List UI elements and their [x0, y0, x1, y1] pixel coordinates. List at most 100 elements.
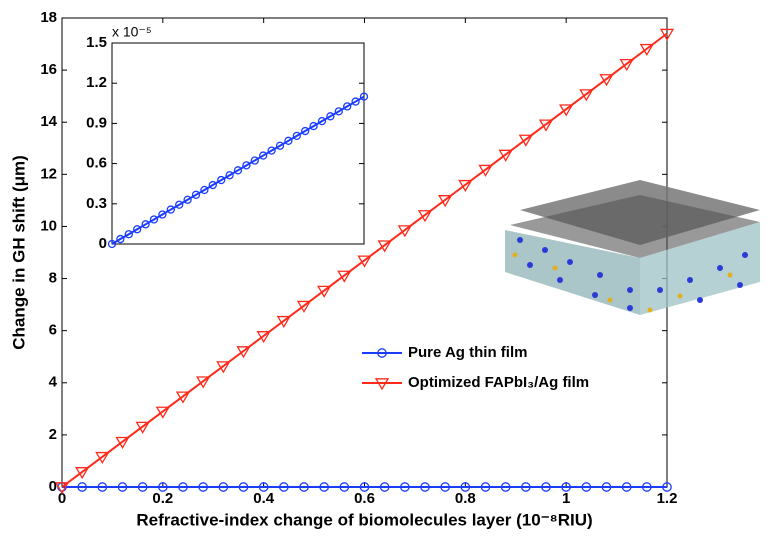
marker: [301, 126, 310, 136]
x-tick-label: 0.2: [152, 490, 173, 507]
marker: [116, 234, 125, 244]
marker: [267, 146, 276, 155]
marker: [579, 89, 594, 102]
marker: [178, 482, 188, 492]
marker: [374, 378, 390, 391]
marker: [198, 482, 209, 492]
marker: [480, 482, 491, 492]
y-tick-label: 4: [49, 374, 58, 391]
marker: [379, 482, 390, 492]
x-tick-label: 0: [58, 490, 66, 507]
marker: [417, 210, 433, 223]
y-tick-label: 16: [40, 61, 57, 78]
marker: [377, 240, 392, 253]
x-axis-label: Refractive-index change of biomolecules …: [136, 510, 592, 529]
x-tick-label: 0.6: [354, 490, 375, 507]
marker: [133, 225, 142, 234]
y-tick-label: 1.5: [86, 34, 107, 51]
marker: [299, 482, 309, 492]
marker: [351, 97, 360, 106]
marker: [233, 166, 243, 175]
marker: [498, 149, 513, 162]
marker: [284, 136, 293, 145]
marker: [296, 300, 312, 313]
marker: [440, 482, 451, 492]
marker: [175, 200, 184, 209]
marker: [250, 156, 259, 165]
y-tick-label: 1.2: [86, 74, 107, 91]
marker: [559, 104, 574, 117]
marker: [225, 171, 234, 180]
y-tick-label: 0.3: [86, 195, 107, 212]
marker: [317, 285, 332, 298]
marker: [292, 131, 301, 141]
marker: [158, 210, 167, 219]
marker: [238, 482, 249, 492]
marker: [309, 121, 318, 131]
marker: [54, 482, 70, 495]
marker: [581, 482, 592, 492]
marker: [438, 195, 453, 208]
marker: [339, 482, 350, 492]
x-tick-label: 1: [562, 490, 570, 507]
marker: [278, 482, 289, 492]
marker: [97, 482, 108, 492]
marker: [621, 482, 632, 492]
marker: [639, 43, 654, 57]
marker: [200, 185, 209, 195]
marker: [500, 482, 511, 492]
y-tick-label: 10: [40, 217, 57, 234]
marker: [478, 164, 493, 177]
marker: [460, 482, 471, 492]
marker: [135, 421, 150, 434]
marker: [662, 482, 672, 492]
marker: [77, 482, 88, 492]
y-tick-label: 14: [40, 113, 57, 130]
marker: [641, 482, 652, 492]
marker: [117, 482, 128, 492]
marker: [399, 482, 410, 492]
marker: [124, 230, 133, 239]
marker: [317, 116, 327, 126]
marker: [275, 141, 285, 150]
series-line: [61, 32, 668, 488]
marker: [601, 482, 612, 492]
plot-area: [111, 42, 365, 245]
marker: [599, 74, 614, 87]
marker: [196, 376, 211, 389]
y-tick-label: 12: [40, 165, 57, 182]
marker: [183, 195, 192, 204]
y-tick-label: 8: [49, 270, 57, 287]
marker: [258, 482, 269, 492]
marker: [166, 205, 175, 214]
y-tick-label: 18: [40, 9, 57, 26]
y-tick-label: 6: [49, 322, 57, 339]
marker: [75, 467, 90, 480]
marker: [520, 482, 531, 492]
marker: [319, 482, 330, 492]
marker: [236, 346, 251, 359]
y-tick-label: 0: [99, 235, 107, 252]
x-tick-label: 0.4: [253, 490, 275, 507]
marker: [337, 270, 352, 283]
marker: [141, 220, 150, 229]
series-line: [111, 95, 365, 245]
marker: [218, 482, 229, 492]
marker: [115, 436, 130, 449]
marker: [149, 215, 159, 224]
y-tick-label: 0.9: [86, 114, 107, 131]
marker: [216, 361, 231, 374]
y-tick-label: 2: [49, 426, 57, 443]
legend-label: Optimized FAPbI₃/Ag film: [408, 374, 589, 391]
legend-label: Pure Ag thin film: [408, 344, 527, 361]
marker: [397, 225, 412, 238]
marker: [541, 482, 551, 492]
marker: [256, 331, 271, 344]
marker: [208, 180, 217, 190]
x-tick-label: 1.2: [657, 490, 678, 507]
marker: [107, 239, 117, 249]
marker: [619, 59, 634, 72]
marker: [420, 482, 430, 492]
marker: [359, 482, 370, 492]
marker: [343, 102, 352, 111]
